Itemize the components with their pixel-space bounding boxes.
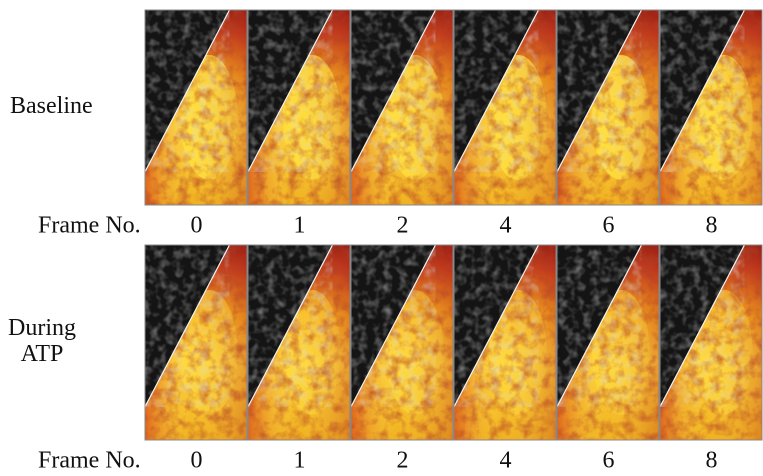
frame-border — [350, 9, 454, 206]
frame-number: 0 — [191, 448, 203, 474]
frame-border — [556, 9, 660, 206]
frame-label: Frame No. — [38, 448, 141, 474]
row-label: Baseline — [10, 93, 93, 119]
frame-border — [453, 244, 557, 441]
row-label: ATP — [21, 341, 64, 367]
echo-frame — [145, 245, 247, 440]
echo-frame — [248, 10, 350, 205]
frame-border — [144, 244, 248, 441]
echo-frame — [660, 245, 762, 440]
echo-frame — [557, 245, 659, 440]
echo-frame — [454, 10, 556, 205]
echo-frame — [454, 245, 556, 440]
frame-border — [247, 9, 351, 206]
echo-frame — [351, 245, 453, 440]
frame-number: 2 — [397, 213, 409, 239]
frame-number: 4 — [500, 213, 512, 239]
frame-border — [453, 9, 557, 206]
echo-frame — [660, 10, 762, 205]
echo-frame — [351, 10, 453, 205]
echo-frame — [145, 10, 247, 205]
frame-number: 1 — [294, 448, 306, 474]
frame-number: 0 — [191, 213, 203, 239]
frame-border — [144, 9, 248, 206]
frame-border — [659, 9, 763, 206]
echo-frame — [248, 245, 350, 440]
frame-border — [350, 244, 454, 441]
frame-number: 6 — [603, 213, 615, 239]
frame-number: 4 — [500, 448, 512, 474]
frame-number: 8 — [706, 213, 718, 239]
frame-label: Frame No. — [38, 213, 141, 239]
frame-border — [556, 244, 660, 441]
frame-number: 8 — [706, 448, 718, 474]
frame-border — [659, 244, 763, 441]
echo-frame — [557, 10, 659, 205]
frame-number: 1 — [294, 213, 306, 239]
frame-number: 6 — [603, 448, 615, 474]
row-label: During — [8, 315, 76, 341]
frame-number: 2 — [397, 448, 409, 474]
frame-border — [247, 244, 351, 441]
